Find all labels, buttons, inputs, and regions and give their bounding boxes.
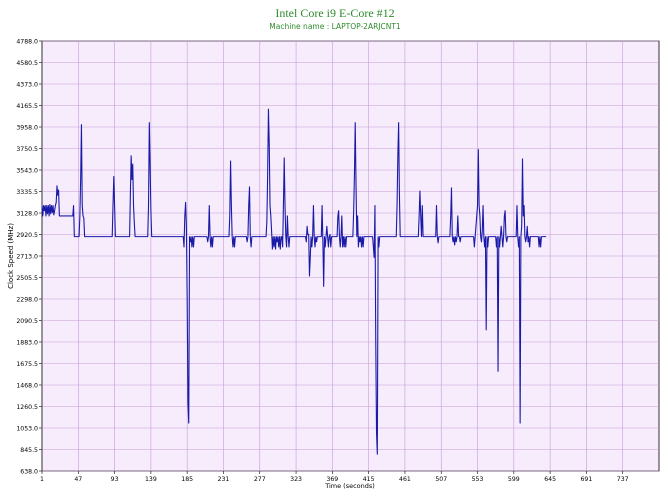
y-tick-label: 2298.0: [16, 296, 38, 303]
y-tick-label: 1053.0: [16, 425, 38, 432]
y-tick-label: 2090.5: [16, 318, 38, 325]
x-tick-label: 323: [290, 476, 302, 483]
y-tick-label: 4580.5: [16, 60, 38, 67]
chart-subtitle: Machine name : LAPTOP-2ARJCNT1: [269, 22, 401, 31]
x-tick-label: 93: [111, 476, 119, 483]
y-tick-label: 3335.5: [16, 189, 38, 196]
x-tick-label: 461: [399, 476, 411, 483]
y-tick-label: 638.0: [20, 468, 38, 475]
x-tick-label: 369: [326, 476, 338, 483]
x-tick-label: 599: [508, 476, 520, 483]
x-tick-label: 1: [40, 476, 44, 483]
grid-layer: [42, 40, 659, 472]
y-tick-label: 2505.5: [16, 275, 38, 282]
x-tick-label: 507: [435, 476, 447, 483]
chart-title: Intel Core i9 E-Core #12: [275, 6, 395, 20]
y-tick-label: 3750.5: [16, 146, 38, 153]
x-tick-label: 415: [363, 476, 375, 483]
y-tick-label: 1260.5: [16, 404, 38, 411]
series-line-0: [41, 108, 547, 455]
y-tick-label: 845.5: [20, 447, 38, 454]
y-tick-label: 3543.0: [16, 167, 38, 174]
y-tick-label: 3958.0: [16, 124, 38, 131]
y-tick-label: 1468.0: [16, 382, 38, 389]
y-tick-label: 4165.5: [16, 103, 38, 110]
y-axis-label: Clock Speed (MHz): [7, 223, 15, 289]
y-tick-label: 1675.5: [16, 361, 38, 368]
x-tick-label: 553: [472, 476, 484, 483]
x-tick-label: 691: [581, 476, 593, 483]
y-tick-label: 4373.0: [16, 81, 38, 88]
x-tick-label: 231: [218, 476, 230, 483]
y-tick-label: 4788.0: [16, 38, 38, 45]
series-layer: [41, 108, 547, 455]
x-tick-label: 185: [181, 476, 193, 483]
x-tick-label: 139: [145, 476, 157, 483]
tick-layer: 4788.0 4580.5 4373.0 4165.5 3958.0 3750.5 3543…: [16, 38, 628, 483]
x-tick-label: 277: [254, 476, 266, 483]
x-axis-label: Time (seconds): [324, 482, 375, 490]
x-tick-label: 645: [544, 476, 556, 483]
y-tick-label: 3128.0: [16, 210, 38, 217]
x-tick-label: 737: [617, 476, 629, 483]
y-tick-label: 2920.5: [16, 232, 38, 239]
x-tick-label: 47: [74, 476, 82, 483]
y-tick-label: 2713.0: [16, 253, 38, 260]
y-tick-label: 1883.0: [16, 339, 38, 346]
